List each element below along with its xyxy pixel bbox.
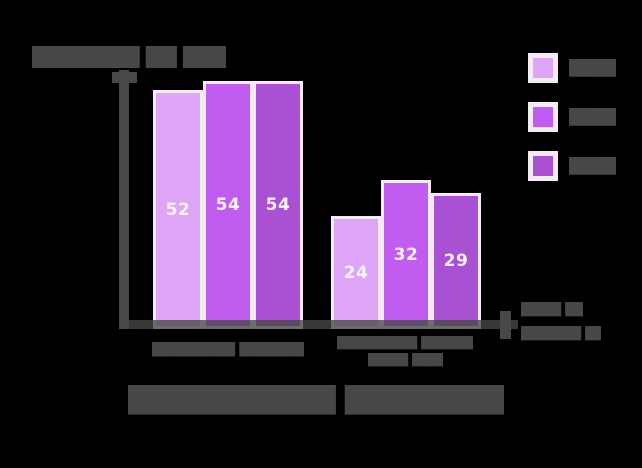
bar-group1-series1: 52 [153, 90, 203, 329]
bar-value-label: 29 [443, 251, 469, 271]
category-label-group1: ████████ ██████████ [152, 342, 304, 357]
x-axis-title-line1: ████ ███ [521, 302, 583, 317]
legend-swatch-medium-purple [528, 102, 558, 132]
bar-group1-series3: 54 [253, 81, 303, 329]
y-axis-title: ███████ ██ █████ [32, 46, 226, 68]
legend-swatch-color-3 [533, 156, 553, 176]
bar-value-label: 32 [393, 244, 419, 265]
bar-group2-series3: 29 [431, 193, 481, 329]
legend-label-1: █████ [569, 59, 616, 77]
legend-label-3: █████ [569, 157, 616, 175]
category-label-group2-line2: ████ ████ [368, 353, 443, 367]
bar-group2-series2: 32 [381, 180, 431, 329]
bar-value-label: 52 [165, 199, 191, 220]
y-axis-arrow-icon [112, 72, 137, 83]
legend-item-2: █████ [528, 102, 616, 132]
legend-swatch-color-2 [533, 107, 553, 127]
y-axis-line [119, 70, 129, 329]
bar-value-label: 54 [265, 195, 291, 215]
bar-group2-series1: 24 [331, 216, 381, 329]
bar-value-label: 54 [215, 195, 241, 215]
category-label-group2-line1: ████████ ████████ [337, 336, 473, 350]
legend-swatch-dark-purple [528, 151, 558, 181]
chart-title: ██████████ █████████████ [128, 385, 504, 415]
x-axis-title-line2: ██████ ███ [521, 326, 601, 341]
legend-swatch-color-1 [533, 58, 553, 78]
bar-group1-series2: 54 [203, 81, 253, 329]
legend-item-1: █████ [528, 53, 616, 83]
bar-value-label: 24 [343, 262, 369, 283]
legend-item-3: █████ [528, 151, 616, 181]
x-axis-arrow-icon [500, 311, 511, 339]
legend-swatch-light-purple [528, 53, 558, 83]
x-axis-line [119, 320, 518, 329]
legend-label-2: █████ [569, 108, 616, 126]
